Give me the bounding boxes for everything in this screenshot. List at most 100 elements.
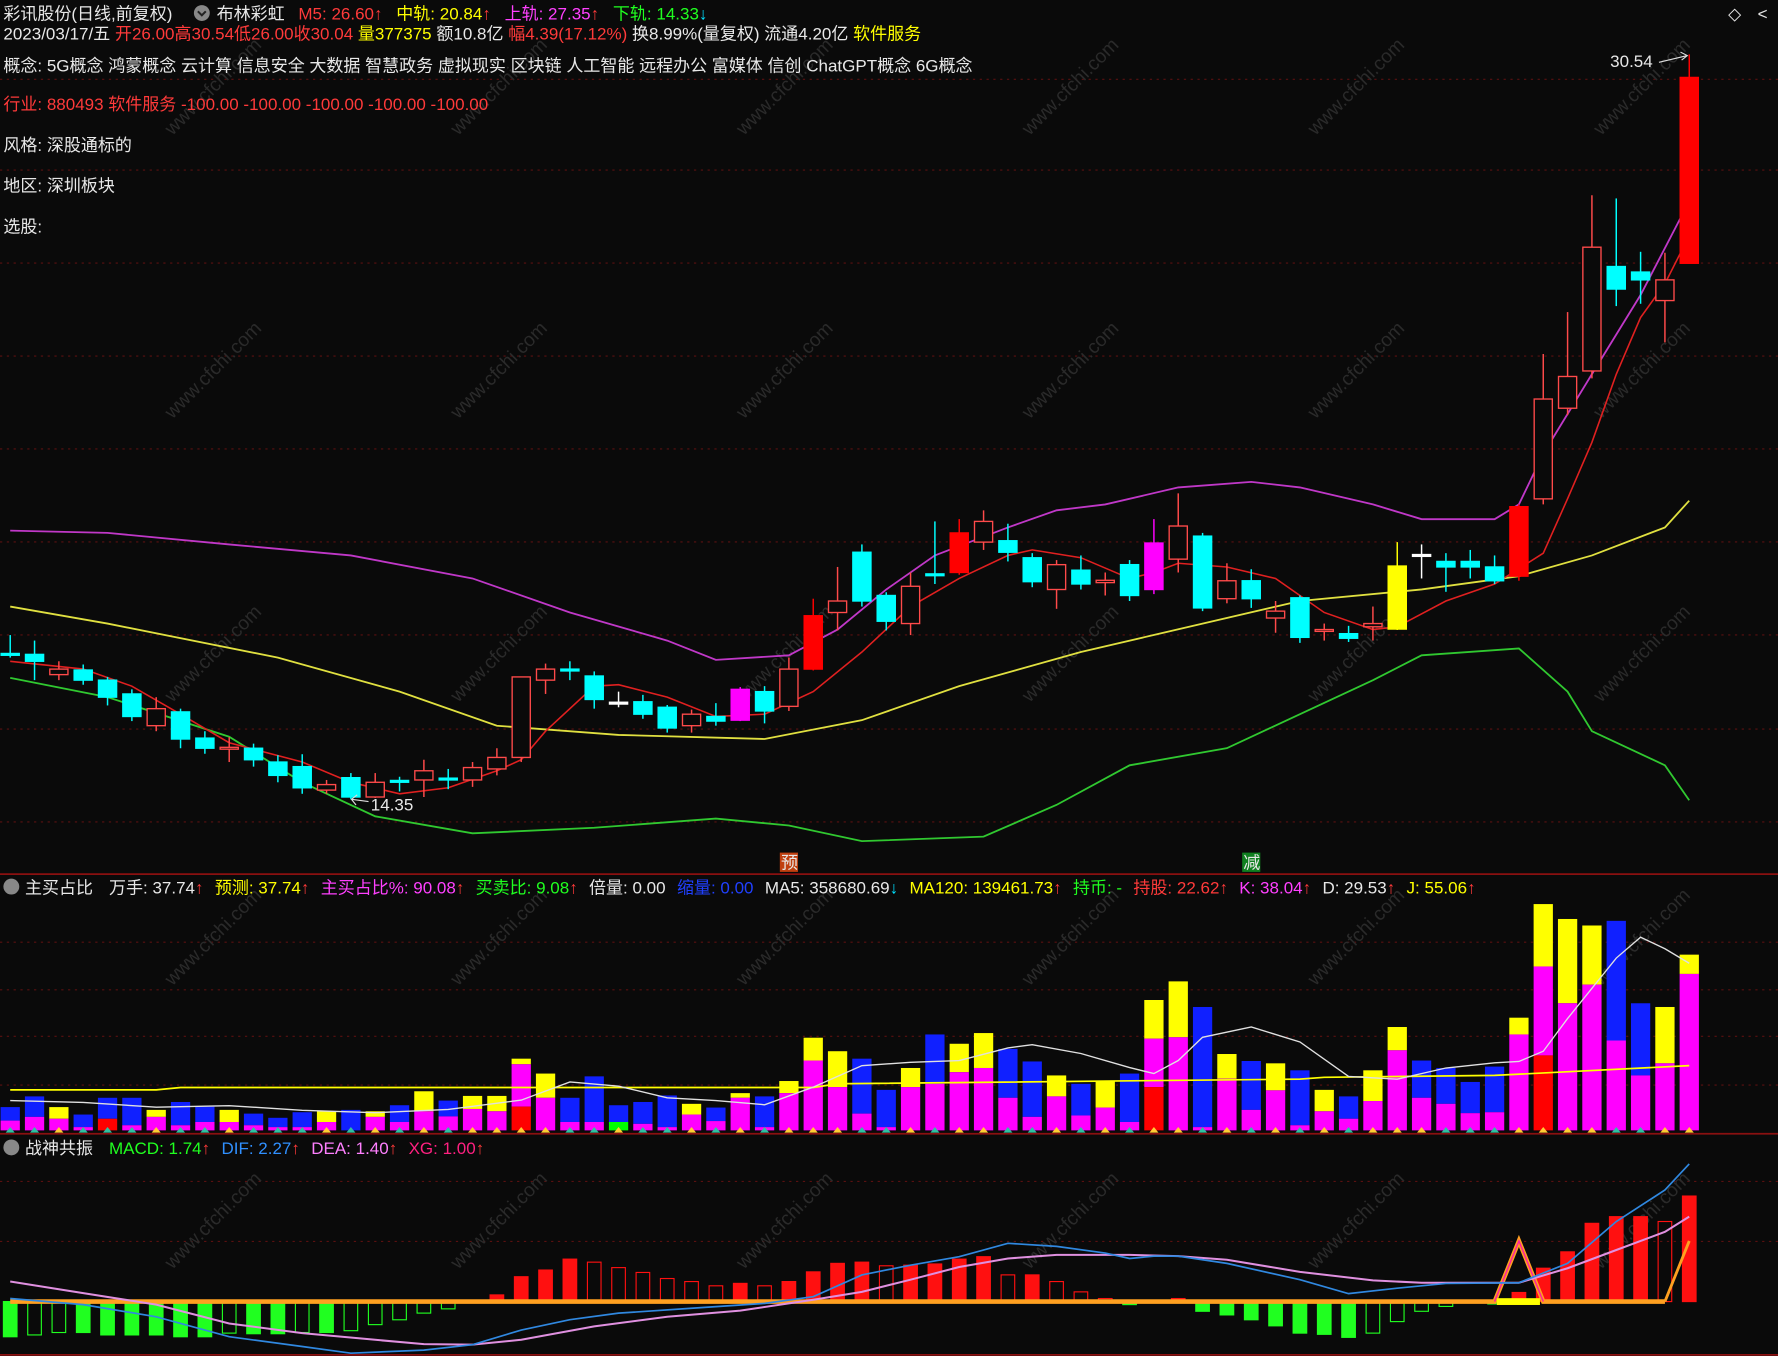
triangle-marker bbox=[784, 1126, 794, 1133]
volume-segment-main-buy bbox=[146, 1116, 166, 1131]
candle-body bbox=[1484, 566, 1505, 582]
triangle-marker bbox=[273, 1126, 283, 1133]
collapse-arrow-icon[interactable]: < bbox=[1758, 4, 1768, 23]
macd-bar bbox=[124, 1301, 140, 1336]
candle-body bbox=[779, 668, 799, 708]
amount: 额10.8亿 bbox=[436, 25, 503, 44]
candle-body bbox=[1630, 271, 1651, 281]
candle-body bbox=[1144, 542, 1164, 591]
volume-bar bbox=[1119, 1073, 1140, 1131]
candle bbox=[1509, 504, 1529, 581]
volume-segment-top bbox=[341, 1109, 361, 1131]
arrow-up-icon: ↑ bbox=[374, 4, 383, 23]
candle bbox=[292, 754, 312, 794]
diamond-icon[interactable]: ◇ bbox=[1728, 4, 1742, 23]
candle-body bbox=[1387, 565, 1408, 630]
macd-bar bbox=[1633, 1216, 1648, 1303]
indicator-value: 倍量: 0.00 bbox=[589, 878, 666, 897]
triangle-marker bbox=[930, 1126, 940, 1133]
triangle-marker bbox=[857, 1126, 867, 1133]
candle bbox=[852, 544, 872, 607]
indicator-menu-icon[interactable] bbox=[3, 878, 20, 895]
triangle-marker bbox=[1538, 1126, 1548, 1133]
candle bbox=[195, 731, 215, 754]
volume-segment-top bbox=[1046, 1075, 1067, 1097]
volume-segment-top bbox=[1655, 1006, 1675, 1064]
volume-bar bbox=[1436, 1067, 1456, 1131]
candle-body bbox=[900, 585, 921, 625]
volume-bar bbox=[657, 1095, 677, 1131]
sector[interactable]: 软件服务 bbox=[853, 25, 921, 44]
ma5-line bbox=[10, 936, 1690, 1114]
m5-value: M5: 26.60 bbox=[298, 4, 374, 23]
volume-segment-base bbox=[97, 1118, 118, 1131]
arrow-down-icon: ↓ bbox=[699, 4, 708, 23]
triangle-marker bbox=[1490, 1126, 1500, 1133]
candle-body bbox=[1095, 579, 1115, 584]
volume-indicator-name[interactable]: 主买占比 bbox=[25, 878, 93, 897]
volume-segment-top bbox=[1557, 918, 1578, 1004]
volume-bar bbox=[0, 1107, 20, 1131]
candle-body bbox=[316, 783, 337, 791]
stock-title[interactable]: 彩讯股份(日线,前复权) bbox=[3, 4, 172, 23]
high: 高30.54 bbox=[175, 25, 235, 44]
triangle-marker bbox=[1465, 1126, 1475, 1133]
volume-bar bbox=[487, 1095, 507, 1131]
candle bbox=[1022, 553, 1042, 588]
mid-band-line bbox=[10, 500, 1690, 740]
volume-bar bbox=[1630, 1003, 1651, 1131]
volume-segment-base bbox=[1144, 1087, 1164, 1131]
volume-bar bbox=[97, 1097, 118, 1131]
volume-bar bbox=[1338, 1096, 1359, 1131]
volume-segment-top bbox=[1265, 1063, 1286, 1091]
candle-body bbox=[365, 781, 385, 798]
candle-body bbox=[973, 520, 994, 543]
volume-bar bbox=[1411, 1060, 1432, 1131]
volume-segment-top bbox=[243, 1113, 264, 1126]
triangle-marker bbox=[1587, 1126, 1597, 1133]
volume-bar bbox=[633, 1101, 653, 1131]
indicator-value: MACD: 1.74 bbox=[109, 1139, 202, 1158]
date: 2023/03/17/五 bbox=[3, 25, 110, 44]
triangle-marker bbox=[468, 1126, 478, 1133]
macd-bar bbox=[854, 1261, 870, 1303]
triangle-marker bbox=[516, 1126, 526, 1133]
candle bbox=[1655, 252, 1675, 343]
volume-bar bbox=[1363, 1070, 1383, 1131]
candle-body bbox=[122, 693, 142, 718]
volume-segment-main-buy bbox=[195, 1121, 215, 1131]
volume-segment-base bbox=[511, 1106, 531, 1131]
volume-bar bbox=[1022, 1061, 1042, 1131]
volume-bar bbox=[1144, 999, 1164, 1131]
macd-bar bbox=[2, 1301, 18, 1338]
triangle-marker bbox=[638, 1126, 648, 1133]
candle bbox=[779, 657, 799, 711]
indicator-menu-icon[interactable] bbox=[193, 5, 210, 21]
candle-body bbox=[73, 669, 93, 681]
macd-bar bbox=[319, 1301, 334, 1334]
indicator-name[interactable]: 布林彩虹 bbox=[217, 4, 285, 23]
volume-segment-top bbox=[706, 1107, 726, 1122]
volume-bar bbox=[1387, 1027, 1407, 1131]
volume-bar bbox=[1460, 1081, 1480, 1131]
volume-segment-top bbox=[803, 1037, 823, 1061]
volume-segment-main-buy bbox=[365, 1116, 385, 1131]
candle-body bbox=[1046, 563, 1067, 591]
candle bbox=[1095, 572, 1115, 596]
candle bbox=[730, 687, 750, 722]
macd-indicator-name[interactable]: 战神共振 bbox=[25, 1139, 93, 1158]
indicator-menu-icon[interactable] bbox=[3, 1139, 20, 1156]
candle bbox=[827, 566, 848, 631]
volume-segment-main-buy bbox=[1411, 1097, 1432, 1131]
volume-segment-top bbox=[900, 1067, 921, 1088]
macd-bar bbox=[246, 1301, 261, 1335]
arrow-icon bbox=[1658, 51, 1689, 63]
volume-segment-main-buy bbox=[1509, 1034, 1529, 1131]
triangle-marker bbox=[1441, 1126, 1451, 1133]
candle-body bbox=[1679, 76, 1700, 264]
volume-segment-top bbox=[1630, 1003, 1651, 1076]
candle bbox=[1411, 544, 1432, 579]
macd-panel bbox=[2, 1163, 1697, 1355]
volume-segment-main-buy bbox=[852, 1113, 872, 1131]
